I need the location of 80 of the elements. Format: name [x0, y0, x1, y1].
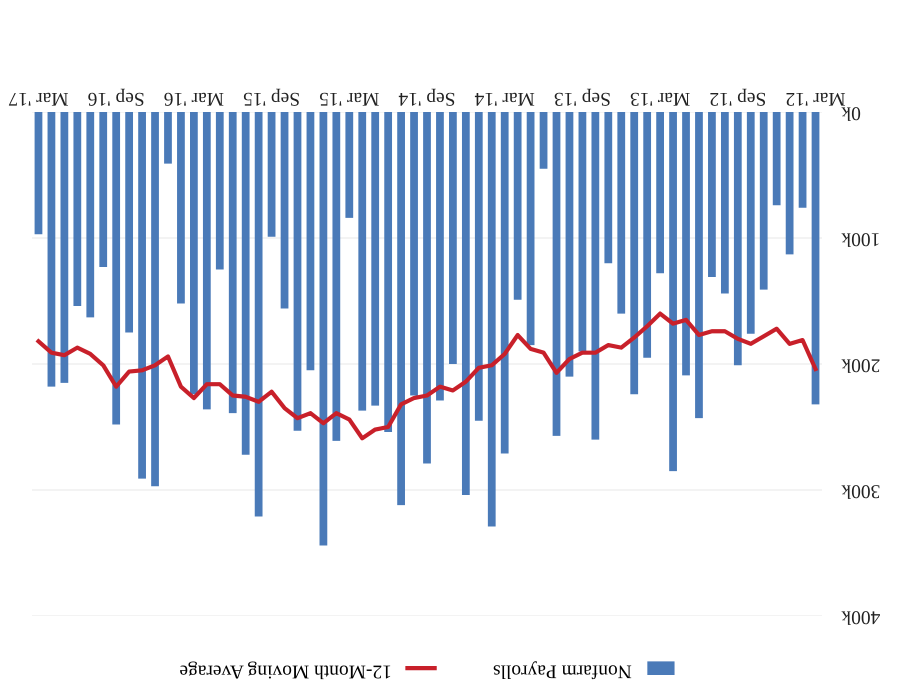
- bar: [73, 112, 82, 306]
- bar: [695, 112, 703, 418]
- bar: [332, 112, 340, 441]
- bar: [552, 112, 560, 436]
- bar: [760, 112, 768, 290]
- legend-label: 12-Month Moving Average: [180, 661, 390, 680]
- bar: [812, 112, 820, 404]
- bar: [591, 112, 600, 440]
- bar: [720, 112, 729, 294]
- x-tick-label: Mar '17: [8, 92, 68, 106]
- bar: [500, 112, 509, 454]
- bar: [423, 112, 431, 464]
- bar: [410, 112, 418, 396]
- x-tick-label: Mar '14: [474, 92, 534, 106]
- y-tick-label: 300k: [841, 485, 880, 499]
- bar: [617, 112, 626, 314]
- bar: [306, 112, 314, 370]
- bar: [436, 112, 444, 401]
- bar: [604, 112, 612, 264]
- bar: [345, 112, 354, 218]
- x-tick-label: Sep '12: [710, 88, 766, 106]
- bar: [358, 112, 366, 411]
- bar: [60, 112, 68, 383]
- bar: [34, 112, 42, 234]
- bar: [177, 112, 185, 304]
- x-tick-label: Mar '12: [786, 92, 846, 106]
- bar: [228, 112, 237, 414]
- bar: [449, 112, 457, 364]
- bar: [371, 112, 380, 406]
- bar: [798, 112, 806, 208]
- bar: [578, 112, 586, 352]
- bar: [202, 112, 211, 410]
- bar: [462, 112, 470, 496]
- y-tick-label: 0k: [841, 107, 860, 121]
- x-tick-label: Mar '15: [320, 92, 379, 106]
- bar: [474, 112, 483, 421]
- y-tick-label: 400k: [841, 611, 880, 625]
- x-tick-label: Sep '16: [88, 88, 144, 106]
- bar: [280, 112, 288, 309]
- bar: [294, 112, 302, 431]
- bar: [268, 112, 276, 237]
- bar: [734, 112, 742, 366]
- bar: [384, 112, 392, 432]
- x-tick-label: Mar '16: [164, 92, 224, 106]
- bar: [656, 112, 664, 274]
- bar: [682, 112, 690, 376]
- bar: [488, 112, 496, 527]
- bar: [669, 112, 677, 472]
- bar: [48, 112, 56, 387]
- y-tick-label: 100k: [841, 233, 879, 247]
- bar: [254, 112, 263, 516]
- bar: [397, 112, 405, 506]
- bar: [86, 112, 94, 318]
- bar: [708, 112, 716, 278]
- bar: [138, 112, 146, 479]
- line-series: [36, 312, 818, 440]
- bar: [526, 112, 534, 346]
- bar: [786, 112, 794, 254]
- bar: [630, 112, 638, 394]
- bar: [746, 112, 755, 334]
- bar: [566, 112, 574, 377]
- x-tick-label: Sep '15: [244, 88, 299, 106]
- x-tick-label: Sep '14: [398, 88, 454, 106]
- legend-label: Nonfarm Payrolls: [494, 661, 632, 680]
- bar: [216, 112, 224, 270]
- bar: [772, 112, 781, 206]
- bar: [99, 112, 108, 267]
- bar: [164, 112, 172, 164]
- x-tick-label: Mar '13: [630, 92, 690, 106]
- bar: [514, 112, 522, 300]
- bar: [125, 112, 134, 332]
- bar: [242, 112, 250, 455]
- bar: [190, 112, 198, 394]
- bar: [540, 112, 548, 169]
- bar: [643, 112, 652, 358]
- bar: [112, 112, 120, 424]
- x-tick-label: Sep '13: [554, 88, 610, 106]
- bar: [151, 112, 159, 486]
- bar: [320, 112, 328, 546]
- y-tick-label: 200k: [841, 359, 880, 373]
